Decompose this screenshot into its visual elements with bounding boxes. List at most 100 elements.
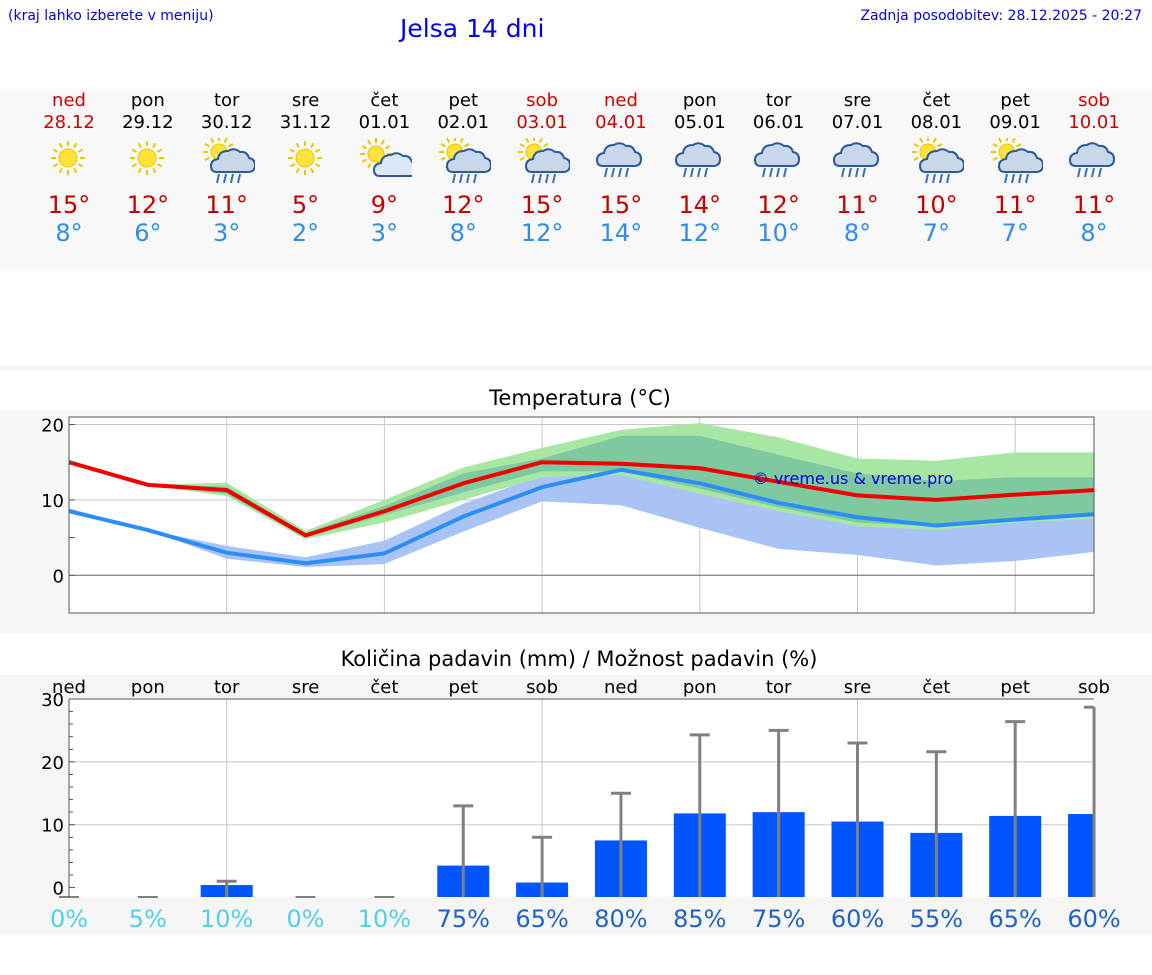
forecast-day: sob 10.01 11° 8° bbox=[1055, 90, 1133, 247]
precip-day-label: tor bbox=[766, 677, 792, 698]
temp-low: 6° bbox=[134, 219, 162, 247]
precip-day-label: pon bbox=[131, 677, 165, 698]
temp-low: 3° bbox=[370, 219, 399, 247]
temperature-plot-frame bbox=[68, 416, 1095, 614]
temperature-chart-title: Temperatura (°C) bbox=[489, 386, 671, 410]
temp-high: 12° bbox=[441, 191, 485, 219]
precip-day-label: sob bbox=[1078, 677, 1110, 698]
sun-cloud-rain-icon bbox=[439, 138, 492, 184]
sun-icon bbox=[287, 141, 322, 175]
temp-low: 12° bbox=[520, 219, 564, 247]
temp-high: 11° bbox=[836, 191, 879, 219]
temp-high: 15° bbox=[47, 191, 91, 219]
precip-probability-label: 75% bbox=[437, 905, 490, 933]
temp-low: 12° bbox=[678, 219, 722, 247]
temperature-tick-label: 0 bbox=[53, 566, 64, 587]
precip-probability-label: 5% bbox=[129, 905, 167, 933]
day-date: 01.01 bbox=[358, 112, 411, 133]
cloud-rain-icon bbox=[832, 142, 879, 178]
day-name: sob bbox=[526, 90, 558, 111]
precip-day-label: pet bbox=[448, 677, 478, 698]
sun-cloud-rain-icon bbox=[202, 138, 255, 184]
temp-low: 7° bbox=[922, 219, 950, 247]
cloud-rain-icon bbox=[674, 142, 721, 178]
precip-tick-label: 20 bbox=[41, 753, 64, 774]
precip-day-label: čet bbox=[922, 677, 950, 698]
day-date: 06.01 bbox=[752, 112, 805, 133]
day-name: sob bbox=[1078, 90, 1110, 111]
separator-band bbox=[0, 365, 1152, 371]
day-name: pet bbox=[448, 90, 479, 111]
day-name: pon bbox=[130, 90, 165, 111]
precip-probability-label: 10% bbox=[200, 905, 253, 933]
precip-day-label: pet bbox=[1000, 677, 1030, 698]
temp-low: 8° bbox=[449, 219, 477, 247]
precip-probability-label: 65% bbox=[989, 905, 1042, 933]
temp-high: 12° bbox=[757, 191, 800, 219]
precip-probability-label: 0% bbox=[287, 905, 325, 933]
forecast-day: pet 09.01 11° 7° bbox=[976, 90, 1054, 247]
temp-high: 11° bbox=[205, 191, 248, 219]
forecast-day: tor 06.01 12° 10° bbox=[740, 90, 818, 247]
day-name: sre bbox=[843, 90, 872, 111]
sun-icon bbox=[51, 141, 85, 175]
forecast-day: čet 08.01 10° 7° bbox=[897, 90, 975, 247]
forecast-day: tor 30.12 11° 3° bbox=[188, 90, 266, 247]
precip-probability-label: 65% bbox=[515, 905, 568, 933]
precip-day-label: ned bbox=[604, 677, 638, 698]
cloud-rain-icon bbox=[595, 142, 642, 178]
precip-probability-label: 75% bbox=[752, 905, 805, 933]
temp-high: 15° bbox=[520, 191, 564, 219]
temp-low: 8° bbox=[55, 219, 83, 247]
forecast-day: čet 01.01 9° 3° bbox=[345, 90, 423, 247]
precip-tick-label: 10 bbox=[41, 816, 64, 837]
day-date: 28.12 bbox=[43, 112, 95, 133]
day-date: 10.01 bbox=[1068, 112, 1120, 133]
precip-probability-label: 55% bbox=[910, 905, 963, 933]
day-name: sre bbox=[291, 90, 320, 111]
daily-forecast-strip: ned 28.12 15° 8° pon 29.12 12° 6° tor 30.12 11° 3° s… bbox=[0, 90, 1152, 270]
day-name: čet bbox=[370, 90, 399, 111]
temperature-tick-label: 20 bbox=[41, 416, 64, 437]
page-title: Jelsa 14 dni bbox=[400, 14, 545, 43]
temp-low: 8° bbox=[843, 219, 872, 247]
forecast-day: ned 04.01 15° 14° bbox=[582, 90, 660, 247]
temp-low: 10° bbox=[757, 219, 800, 247]
precip-probability-label: 85% bbox=[673, 905, 726, 933]
forecast-day: sre 31.12 5° 2° bbox=[267, 90, 345, 247]
day-name: tor bbox=[213, 90, 240, 111]
precip-day-label: sre bbox=[292, 677, 319, 698]
max-temp-line bbox=[68, 460, 1095, 538]
precip-probability-label: 60% bbox=[1067, 905, 1120, 933]
day-date: 30.12 bbox=[200, 112, 253, 133]
temp-high: 11° bbox=[1072, 191, 1116, 219]
day-date: 08.01 bbox=[910, 112, 963, 133]
precip-day-label: tor bbox=[214, 677, 240, 698]
day-name: tor bbox=[765, 90, 792, 111]
day-name: čet bbox=[922, 90, 951, 111]
temp-low: 2° bbox=[291, 219, 320, 247]
forecast-day: pon 05.01 14° 12° bbox=[661, 90, 739, 247]
sun-cloud-icon bbox=[360, 138, 413, 177]
precip-day-label: sre bbox=[844, 677, 871, 698]
day-name: ned bbox=[52, 90, 86, 111]
temp-high: 12° bbox=[126, 191, 170, 219]
precipitation-chart-title: Količina padavin (mm) / Možnost padavin … bbox=[340, 647, 818, 671]
temp-low: 3° bbox=[213, 219, 241, 247]
precip-day-label: sob bbox=[526, 677, 558, 698]
day-name: ned bbox=[603, 90, 638, 111]
temp-high: 11° bbox=[993, 191, 1037, 219]
temperature-tick-label: 10 bbox=[41, 491, 64, 512]
forecast-day: sre 07.01 11° 8° bbox=[819, 90, 897, 247]
day-date: 31.12 bbox=[279, 112, 332, 133]
forecast-day: ned 28.12 15° 8° bbox=[30, 90, 108, 247]
temp-high: 10° bbox=[915, 191, 958, 219]
precip-probability-label: 60% bbox=[831, 905, 884, 933]
cloud-rain-icon bbox=[1069, 142, 1116, 178]
temp-low: 7° bbox=[1001, 219, 1029, 247]
last-updated: Zadnja posodobitev: 28.12.2025 - 20:27 bbox=[860, 8, 1142, 24]
precip-tick-label: 30 bbox=[41, 690, 64, 711]
forecast-day: pet 02.01 12° 8° bbox=[424, 90, 502, 247]
sun-cloud-rain-icon bbox=[912, 138, 965, 184]
